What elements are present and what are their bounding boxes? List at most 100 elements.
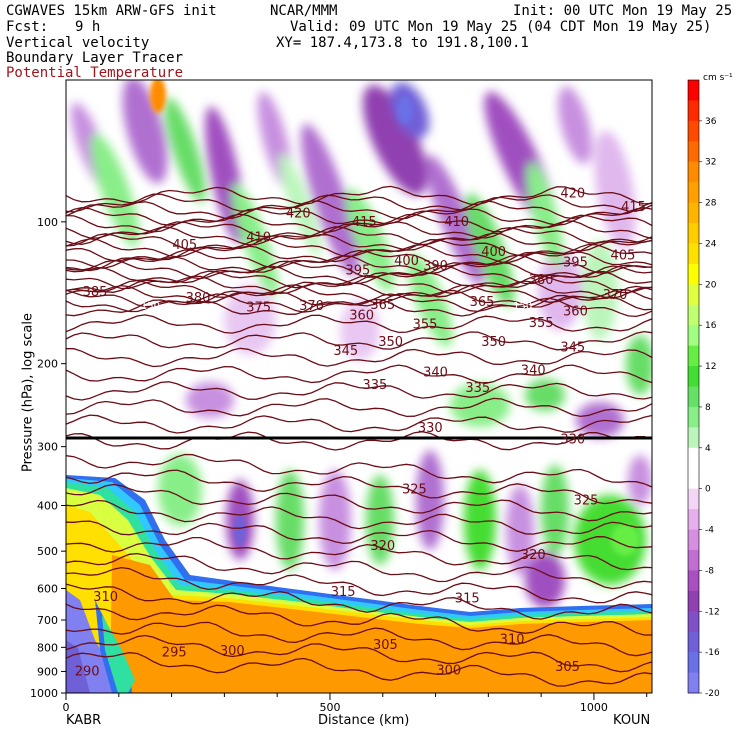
colorbar-swatch: [688, 570, 699, 592]
x-tick-label: 0: [63, 701, 70, 714]
x-tick-label: 1000: [580, 701, 608, 714]
theta-label: 405: [611, 249, 636, 264]
theta-label: 420: [560, 186, 585, 201]
field-potential-temperature: Potential Temperature: [6, 65, 184, 81]
theta-label: 340: [423, 366, 448, 381]
theta-label: 385: [83, 285, 108, 300]
theta-contour-line: [66, 185, 652, 206]
theta-label: 305: [373, 638, 398, 653]
colorbar-swatch: [688, 263, 699, 285]
forecast-hour: 9 h: [75, 19, 101, 35]
forecast-label: Fcst:: [6, 19, 49, 35]
colorbar-swatch: [688, 80, 699, 101]
theta-label: 325: [402, 483, 427, 498]
theta-label: 320: [521, 548, 546, 563]
colorbar-label: 0: [705, 485, 711, 495]
y-tick-label: 400: [37, 500, 58, 513]
cross-section-endpoints: XY= 187.4,173.8 to 191.8,100.1: [276, 35, 529, 51]
plot-area: [66, 80, 652, 693]
station-left: KABR: [66, 713, 102, 728]
colorbar-label: 32: [705, 158, 716, 168]
theta-label: 400: [394, 254, 419, 269]
colorbar-label: 12: [705, 362, 716, 372]
theta-label: 415: [352, 215, 377, 230]
colorbar-swatch: [688, 366, 699, 387]
theta-label: 345: [333, 344, 358, 359]
colorbar-label: 20: [705, 280, 717, 290]
colorbar-swatch: [688, 652, 699, 674]
theta-label: 420: [286, 206, 311, 221]
theta-contour-line: [66, 520, 652, 552]
theta-label: 355: [413, 317, 438, 332]
theta-label: 380: [186, 291, 211, 306]
colorbar-swatch: [688, 345, 699, 367]
theta-label: 355: [529, 316, 554, 331]
theta-label: 370: [603, 288, 628, 303]
y-tick-label: 100: [37, 216, 58, 229]
theta-contour-line: [66, 469, 652, 505]
y-tick-label: 600: [37, 582, 58, 595]
potential-temperature-labels: 420 415 410 420 415 405 410 400 390 400 395 395 405 3…: [75, 186, 646, 679]
y-tick-label: 500: [37, 545, 58, 558]
y-tick-label: 900: [37, 665, 58, 678]
theta-contour-line: [66, 232, 652, 252]
colorbar-swatch: [688, 243, 699, 265]
colorbar-swatch: [688, 509, 699, 531]
colorbar: 36 32 28 24 20 16 12 8 4 0 -4 -8 -12 -16 -20: [687, 79, 720, 699]
field-vertical-velocity: Vertical velocity: [6, 35, 150, 51]
colorbar-swatch: [688, 223, 699, 244]
colorbar-label: 16: [705, 321, 717, 331]
theta-contour-line: [66, 603, 652, 636]
theta-contour-line: [66, 414, 652, 434]
tropopause-label: 150: [513, 301, 532, 312]
theta-contour-line: [66, 483, 652, 522]
theta-contour-line: [66, 274, 652, 295]
y-tick-label: 1000: [30, 687, 58, 700]
theta-label: 410: [246, 231, 271, 246]
x-axis-label: Distance (km): [318, 713, 410, 728]
y-axis-ticks: 100 200 300 400 500 600 700 800 900 1000: [30, 216, 66, 700]
colorbar-label: -20: [705, 689, 720, 699]
theta-contour-line: [66, 552, 652, 590]
colorbar-swatch: [688, 141, 699, 163]
colorbar-label: -16: [705, 648, 720, 658]
potential-temperature-contours: [66, 185, 652, 687]
theta-contour-line: [66, 652, 652, 687]
colorbar-swatch: [688, 468, 699, 490]
tropopause-label: 150: [141, 301, 160, 312]
x-axis-ticks: 0 500 1000: [63, 693, 648, 714]
theta-label: 350: [481, 335, 506, 350]
theta-label: 300: [436, 663, 461, 678]
theta-label: 335: [362, 378, 387, 393]
y-axis-label: Pressure (hPa), log scale: [20, 313, 36, 472]
colorbar-swatch: [688, 488, 699, 510]
colorbar-swatch: [688, 202, 699, 224]
theta-label: 330: [418, 421, 443, 436]
theta-contour-line: [66, 193, 652, 213]
colorbar-frame: [687, 79, 700, 694]
theta-contour-line: [66, 226, 652, 246]
theta-contour-line: [66, 621, 652, 657]
theta-label: 360: [349, 308, 374, 323]
y-tick-label: 700: [37, 614, 58, 627]
theta-contour-line: [66, 364, 652, 384]
theta-contour-line: [66, 249, 652, 269]
colorbar-units: cm s⁻¹: [703, 73, 733, 83]
theta-label: 295: [162, 645, 187, 660]
theta-label: 300: [220, 644, 245, 659]
colorbar-swatch: [688, 304, 699, 326]
colorbar-swatch: [688, 529, 699, 551]
colorbar-label: 8: [705, 403, 711, 413]
colorbar-swatch: [688, 386, 699, 408]
station-right: KOUN: [613, 713, 651, 728]
x-tick-label: 500: [319, 701, 340, 714]
field-boundary-layer-tracer: Boundary Layer Tracer: [6, 50, 184, 66]
colorbar-swatch: [688, 161, 699, 183]
theta-label: 365: [470, 295, 495, 310]
theta-contour-line: [66, 259, 652, 280]
theta-contour-line: [66, 634, 652, 673]
theta-label: 335: [465, 381, 490, 396]
model-title: CGWAVES 15km ARW-GFS init: [6, 3, 217, 19]
init-time: Init: 00 UTC Mon 19 May 25: [513, 3, 733, 19]
